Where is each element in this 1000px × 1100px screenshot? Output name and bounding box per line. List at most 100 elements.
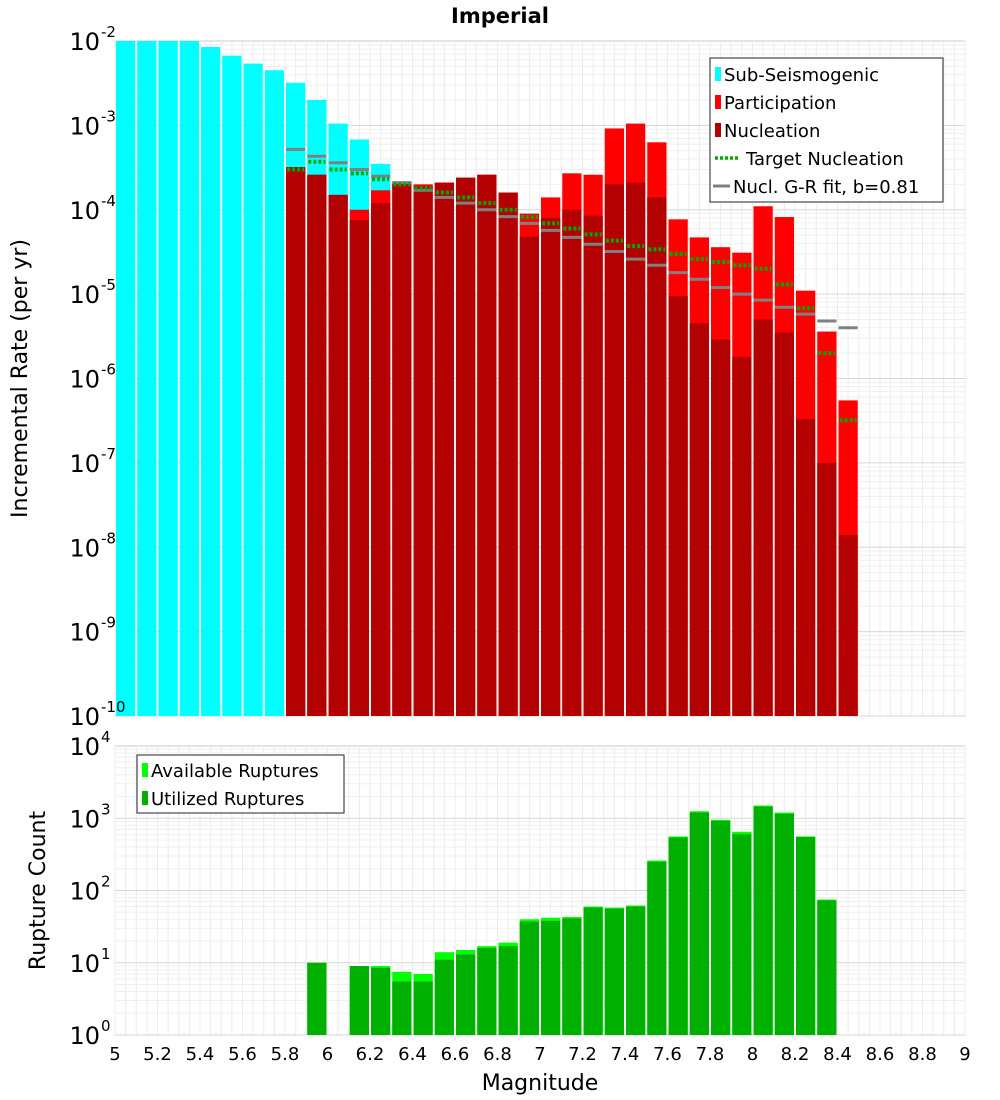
nucleation-bar	[413, 186, 433, 716]
y-tick-label: 10	[69, 805, 100, 833]
x-tick-label: 6.2	[356, 1044, 385, 1065]
y-tick-exponent: -7	[101, 445, 116, 463]
nucleation-bar	[817, 462, 837, 716]
nucleation-bar	[583, 215, 603, 717]
y-tick-exponent: -4	[101, 192, 116, 210]
y-tick-label: 10	[69, 733, 100, 761]
nucleation-bar	[477, 174, 497, 716]
legend-label: Participation	[724, 93, 836, 114]
nucleation-bar	[434, 182, 454, 716]
y-tick-label: 10	[69, 950, 100, 978]
utilized-ruptures-bar	[498, 946, 518, 1035]
nucleation-bar	[838, 534, 858, 716]
x-tick-label: 6.6	[441, 1044, 470, 1065]
x-tick-label: 6	[322, 1044, 333, 1065]
x-tick-label: 7.8	[696, 1044, 725, 1065]
utilized-ruptures-bar	[413, 981, 433, 1035]
utilized-ruptures-bar	[647, 861, 667, 1035]
nucleation-bar	[774, 332, 794, 716]
utilized-ruptures-bar	[371, 967, 391, 1035]
legend-swatch	[715, 123, 721, 137]
x-tick-label: 5.4	[186, 1044, 215, 1065]
utilized-ruptures-bar	[583, 907, 603, 1035]
y-tick-label: 10	[69, 619, 100, 647]
x-tick-label: 7.6	[653, 1044, 682, 1065]
y-tick-label: 10	[69, 281, 100, 309]
y-tick-exponent: -9	[101, 614, 116, 632]
utilized-ruptures-bar	[732, 834, 752, 1035]
utilized-ruptures-bar	[541, 920, 561, 1035]
x-tick-label: 5.2	[143, 1044, 172, 1065]
utilized-ruptures-bar	[817, 900, 837, 1035]
nucleation-bar	[371, 203, 391, 716]
utilized-ruptures-bar	[349, 966, 369, 1035]
utilized-ruptures-bar	[711, 820, 731, 1035]
legend-box	[709, 57, 944, 203]
y-tick-label: 10	[69, 112, 100, 140]
x-tick-label: 8.4	[823, 1044, 852, 1065]
utilized-ruptures-bar	[477, 948, 497, 1035]
nucleation-bar	[349, 220, 369, 717]
nucleation-bar	[498, 192, 518, 717]
x-tick-label: 7.2	[568, 1044, 597, 1065]
y-tick-label: 10	[69, 366, 100, 394]
rate-y-axis-label: Incremental Rate (per yr)	[8, 239, 33, 518]
nucleation-bar	[286, 167, 306, 716]
nucleation-bar	[711, 339, 731, 716]
y-tick-label: 10	[69, 534, 100, 562]
legend-label: Sub-Seismogenic	[724, 65, 879, 86]
nucleation-bar	[647, 197, 667, 717]
sub-seismogenic-bar	[116, 41, 136, 716]
utilized-ruptures-bar	[626, 906, 646, 1035]
nucleation-bar	[328, 194, 348, 716]
sub-seismogenic-bar	[201, 46, 221, 717]
legend-box	[136, 754, 345, 814]
legend-swatch	[715, 67, 721, 81]
y-tick-exponent: 0	[101, 1017, 111, 1035]
x-tick-label: 6.8	[483, 1044, 512, 1065]
y-tick-label: 10	[69, 450, 100, 478]
utilized-ruptures-bar	[562, 918, 582, 1035]
rate-bars	[116, 41, 858, 717]
y-tick-exponent: -6	[101, 361, 116, 379]
y-tick-exponent: -8	[101, 529, 116, 547]
legend-swatch	[142, 763, 148, 777]
legend-label: Utilized Ruptures	[151, 789, 304, 810]
x-tick-label: 8	[747, 1044, 758, 1065]
sub-seismogenic-bar	[158, 41, 178, 716]
nucleation-bar	[456, 177, 476, 716]
sub-seismogenic-bar	[222, 55, 242, 717]
nucleation-bar	[519, 236, 539, 716]
y-tick-exponent: 1	[101, 945, 111, 963]
nucleation-bar	[626, 182, 646, 716]
utilized-ruptures-bar	[689, 812, 709, 1035]
legend-label: Target Nucleation	[745, 149, 904, 170]
y-tick-exponent: 4	[101, 728, 111, 746]
x-tick-label: 5.6	[228, 1044, 257, 1065]
utilized-ruptures-bar	[604, 908, 624, 1035]
utilized-ruptures-bar	[796, 837, 816, 1035]
y-tick-exponent: -3	[101, 107, 116, 125]
y-tick-exponent: -5	[101, 276, 116, 294]
sub-seismogenic-bar	[137, 41, 157, 716]
y-tick-exponent: -10	[101, 698, 126, 716]
y-tick-label: 10	[69, 197, 100, 225]
sub-seismogenic-bar	[264, 70, 284, 716]
sub-seismogenic-bar	[243, 63, 263, 716]
legend-label: Nucl. G-R fit, b=0.81	[733, 177, 919, 198]
utilized-ruptures-bar	[434, 959, 454, 1035]
x-tick-label: 8.2	[781, 1044, 810, 1065]
nucleation-bar	[668, 296, 688, 716]
utilized-ruptures-bar	[519, 921, 539, 1035]
nucleation-bar	[689, 323, 709, 716]
utilized-ruptures-bar	[456, 954, 476, 1035]
utilized-ruptures-bar	[668, 837, 688, 1035]
y-tick-label: 10	[69, 1022, 100, 1050]
x-tick-label: 8.8	[908, 1044, 937, 1065]
sub-seismogenic-bar	[179, 41, 199, 716]
rate-legend: Sub-Seismogenic Participation Nucleation Ta…	[709, 57, 944, 203]
x-tick-label: 6.4	[398, 1044, 427, 1065]
